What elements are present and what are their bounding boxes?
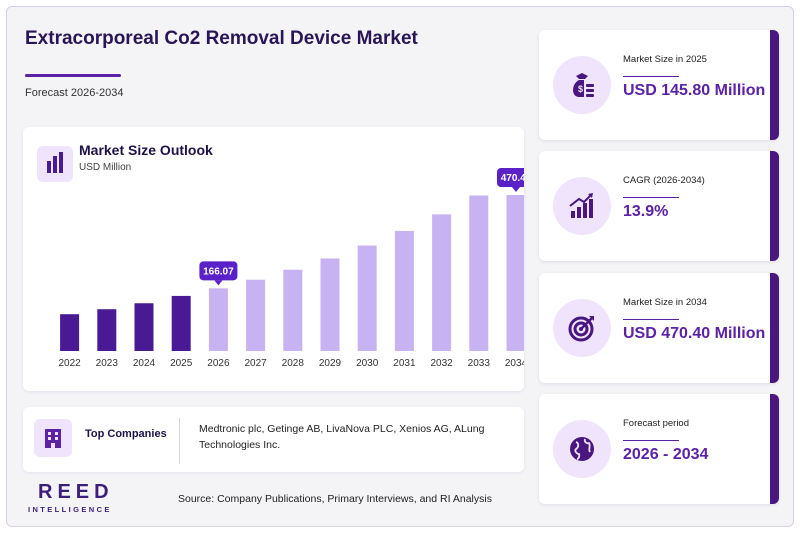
logo-subtext: INTELLIGENCE	[28, 505, 112, 514]
x-tick-label: 2027	[244, 358, 267, 369]
stat-label: Forecast period	[623, 418, 690, 429]
x-tick-label: 2034	[505, 358, 524, 369]
market-size-chart-card: Market Size Outlook USD Million 2022 2023…	[23, 127, 524, 391]
chart-title: Market Size Outlook	[79, 142, 213, 158]
x-tick-label: 2028	[282, 358, 305, 369]
stat-card-market-size-2025: $ Market Size in 2025 USD 145.80 Million	[539, 30, 779, 140]
bar-2030	[357, 245, 377, 351]
stat-card-market-size-2034: Market Size in 2034 USD 470.40 Million	[539, 273, 779, 383]
stat-value: USD 145.80 Million	[623, 82, 766, 99]
top-companies-list: Medtronic plc, Getinge AB, LivaNova PLC,…	[199, 423, 485, 451]
source-note: Source: Company Publications, Primary In…	[178, 493, 492, 505]
logo-wordmark: REED	[38, 481, 114, 503]
stat-rule	[623, 76, 679, 77]
building-icon	[34, 419, 72, 457]
bar-chart-icon	[37, 146, 73, 182]
title-underline	[25, 74, 121, 77]
x-tick-label: 2025	[170, 358, 193, 369]
x-tick-label: 2032	[430, 358, 453, 369]
target-icon	[553, 299, 611, 357]
stat-card-forecast-period: Forecast period 2026 - 2034	[539, 394, 779, 504]
x-tick-label: 2029	[319, 358, 342, 369]
stat-value: USD 470.40 Million	[623, 325, 766, 342]
data-label-pointer	[512, 187, 520, 192]
top-companies-card: Top Companies Medtronic plc, Getinge AB,…	[23, 407, 524, 472]
forecast-subtitle: Forecast 2026-2034	[25, 87, 124, 99]
x-tick-label: 2024	[133, 358, 156, 369]
page-title: Extracorporeal Co2 Removal Device Market	[25, 28, 418, 49]
bar-2031	[394, 230, 414, 351]
globe-icon	[553, 420, 611, 478]
x-tick-label: 2030	[356, 358, 379, 369]
bar-2029	[320, 258, 340, 351]
data-label-pointer	[214, 280, 223, 286]
data-label-bubble	[199, 261, 238, 281]
bar-2023	[97, 309, 117, 351]
bar-2027	[246, 279, 266, 351]
stat-card-cagr: CAGR (2026-2034) 13.9%	[539, 151, 779, 261]
top-companies-label: Top Companies	[85, 428, 167, 440]
stat-rule	[623, 319, 679, 320]
stat-rule	[623, 440, 679, 441]
bar-2033	[469, 195, 489, 351]
bar-2024	[134, 303, 154, 351]
bar-2032	[432, 214, 452, 351]
x-tick-label: 2023	[96, 358, 119, 369]
svg-text:$: $	[578, 84, 583, 94]
divider	[179, 418, 180, 464]
bar-chart: 2022 2023 2024 2025 2026 2027 2028 2029 2030 2031…	[58, 168, 524, 369]
stat-label: Market Size in 2034	[623, 297, 707, 308]
bar-2028	[283, 269, 303, 351]
stat-value: 13.9%	[623, 203, 669, 220]
stat-value: 2026 - 2034	[623, 446, 709, 463]
x-tick-label: 2031	[393, 358, 416, 369]
bar-2034	[506, 195, 524, 351]
chart-unit: USD Million	[79, 162, 132, 173]
bar-2022	[60, 314, 80, 351]
data-label-bubble	[497, 168, 524, 187]
bar-2026	[208, 288, 228, 351]
stat-label: CAGR (2026-2034)	[623, 175, 705, 186]
x-tick-label: 2033	[468, 358, 491, 369]
x-tick-label: 2022	[58, 358, 81, 369]
money-bag-icon: $	[553, 56, 611, 114]
stat-rule	[623, 197, 679, 198]
data-label: 166.07	[203, 266, 234, 277]
stat-label: Market Size in 2025	[623, 54, 707, 65]
x-tick-label: 2026	[207, 358, 230, 369]
growth-chart-icon	[553, 177, 611, 235]
bar-2025	[171, 295, 191, 351]
data-label: 470.40	[501, 173, 524, 184]
